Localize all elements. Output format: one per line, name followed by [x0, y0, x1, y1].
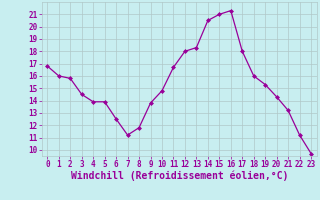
X-axis label: Windchill (Refroidissement éolien,°C): Windchill (Refroidissement éolien,°C): [70, 171, 288, 181]
